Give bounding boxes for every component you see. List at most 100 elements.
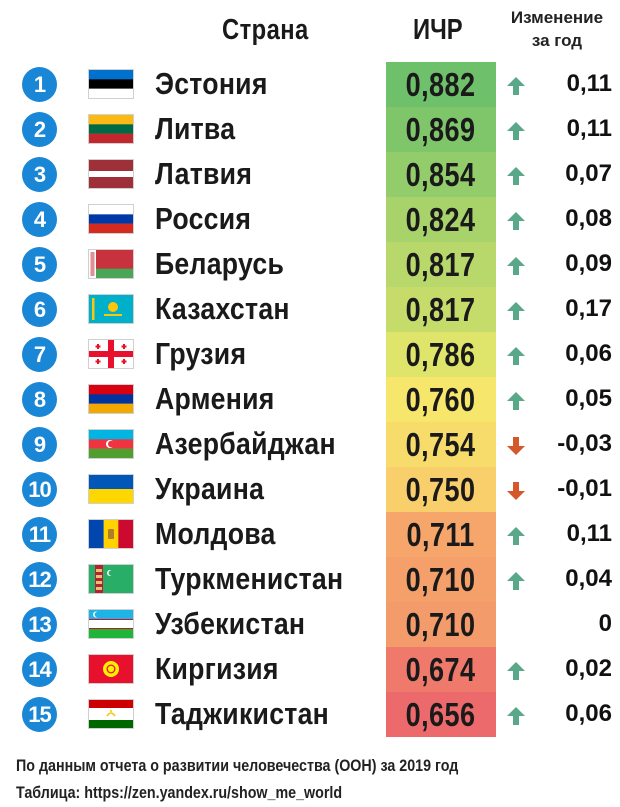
arrow-up-icon	[505, 570, 527, 592]
tajikistan-flag	[89, 700, 133, 728]
table-credit: Таблица: https://zen.yandex.ru/show_me_w…	[16, 783, 343, 802]
table-row: 5 Беларусь 0,817 0,09	[0, 242, 620, 287]
arrow-up-icon	[505, 660, 527, 682]
country-name: Украина	[155, 471, 265, 506]
change-value: 0,02	[565, 655, 612, 682]
latvia-flag	[89, 160, 133, 188]
country-name: Молдова	[155, 516, 276, 551]
rank-badge: 6	[22, 292, 57, 327]
hdi-cell: 0,817	[386, 242, 496, 287]
hdi-value: 0,824	[406, 200, 476, 238]
arrow-down-icon	[505, 435, 527, 457]
table-row: 8 Армения 0,760 0,05	[0, 377, 620, 422]
kazakhstan-flag	[89, 295, 133, 323]
change-value: 0,17	[565, 295, 612, 322]
country-name: Узбекистан	[155, 606, 306, 641]
hdi-cell: 0,754	[386, 422, 496, 467]
change-value: 0,06	[565, 700, 612, 727]
arrow-up-icon	[505, 300, 527, 322]
table-row: 11 Молдова 0,711 0,11	[0, 512, 620, 557]
hdi-value: 0,710	[406, 605, 476, 643]
country-name: Грузия	[155, 336, 247, 371]
rank-badge: 7	[22, 337, 57, 372]
arrow-up-icon	[505, 705, 527, 727]
rank-badge: 13	[22, 607, 57, 642]
arrow-up-icon	[505, 210, 527, 232]
table-row: 10 Украина 0,750 -0,01	[0, 467, 620, 512]
change-value: 0,09	[565, 250, 612, 277]
table-header: Страна ИЧР Изменение за год	[0, 0, 620, 60]
hdi-cell: 0,674	[386, 647, 496, 692]
rank-badge: 5	[22, 247, 57, 282]
change-value: 0	[598, 610, 612, 637]
rank-badge: 2	[22, 112, 57, 147]
hdi-cell: 0,656	[386, 692, 496, 737]
rank-badge: 1	[22, 67, 57, 102]
moldova-flag	[89, 520, 133, 548]
table-row: 13 Узбекистан 0,710 0	[0, 602, 620, 647]
hdi-cell: 0,824	[386, 197, 496, 242]
hdi-value: 0,754	[406, 425, 476, 463]
hdi-value: 0,711	[406, 515, 476, 553]
hdi-value: 0,882	[406, 65, 476, 103]
arrow-up-icon	[505, 345, 527, 367]
rank-badge: 12	[22, 562, 57, 597]
rank-badge: 4	[22, 202, 57, 237]
georgia-flag	[89, 340, 133, 368]
arrow-up-icon	[505, 165, 527, 187]
source-note: По данным отчета о развитии человечества…	[16, 756, 459, 775]
footer: По данным отчета о развитии человечества…	[16, 752, 616, 806]
rank-badge: 11	[22, 517, 57, 552]
hdi-value: 0,656	[406, 695, 476, 733]
country-name: Армения	[155, 381, 275, 416]
table-row: 14 Киргизия 0,674 0,02	[0, 647, 620, 692]
hdi-value: 0,817	[406, 245, 476, 283]
change-value: 0,11	[566, 520, 612, 547]
change-value: 0,11	[566, 115, 612, 142]
header-change: Изменение за год	[500, 6, 614, 52]
arrow-down-icon	[505, 480, 527, 502]
kyrgyzstan-flag	[89, 655, 133, 683]
hdi-cell: 0,710	[386, 602, 496, 647]
hdi-cell: 0,786	[386, 332, 496, 377]
uzbekistan-flag	[89, 610, 133, 638]
hdi-value: 0,674	[406, 650, 476, 688]
hdi-cell: 0,869	[386, 107, 496, 152]
country-name: Литва	[155, 111, 236, 146]
change-value: 0,07	[565, 160, 612, 187]
table-row: 4 Россия 0,824 0,08	[0, 197, 620, 242]
country-name: Эстония	[155, 66, 268, 101]
change-value: 0,11	[566, 70, 612, 97]
rank-badge: 15	[22, 697, 57, 732]
belarus-flag	[89, 250, 133, 278]
rank-badge: 8	[22, 382, 57, 417]
change-value: 0,08	[565, 205, 612, 232]
header-change-line1: Изменение	[510, 8, 604, 27]
azerbaijan-flag	[89, 430, 133, 458]
country-name: Беларусь	[155, 246, 285, 281]
hdi-cell: 0,750	[386, 467, 496, 512]
country-name: Россия	[155, 201, 252, 236]
hdi-cell: 0,760	[386, 377, 496, 422]
country-name: Таджикистан	[155, 696, 330, 731]
hdi-cell: 0,817	[386, 287, 496, 332]
arrow-up-icon	[505, 255, 527, 277]
estonia-flag	[89, 70, 133, 98]
country-name: Азербайджан	[155, 426, 336, 461]
hdi-cell: 0,710	[386, 557, 496, 602]
change-value: 0,04	[565, 565, 612, 592]
hdi-value: 0,869	[406, 110, 476, 148]
russia-flag	[89, 205, 133, 233]
hdi-value: 0,710	[406, 560, 476, 598]
hdi-cell: 0,854	[386, 152, 496, 197]
hdi-cell: 0,882	[386, 62, 496, 107]
table-row: 2 Литва 0,869 0,11	[0, 107, 620, 152]
hdi-value: 0,854	[406, 155, 476, 193]
hdi-cell: 0,711	[386, 512, 496, 557]
table-row: 9 Азербайджан 0,754 -0,03	[0, 422, 620, 467]
change-value: -0,01	[557, 475, 612, 502]
hdi-value: 0,817	[406, 290, 476, 328]
arrow-up-icon	[505, 120, 527, 142]
rank-badge: 10	[22, 472, 57, 507]
hdi-value: 0,786	[406, 335, 476, 373]
